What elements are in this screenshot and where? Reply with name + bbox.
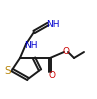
Text: NH: NH (46, 20, 60, 29)
Text: NH: NH (24, 40, 38, 50)
Text: O: O (62, 47, 69, 56)
Text: O: O (48, 70, 55, 79)
Text: S: S (5, 66, 11, 76)
